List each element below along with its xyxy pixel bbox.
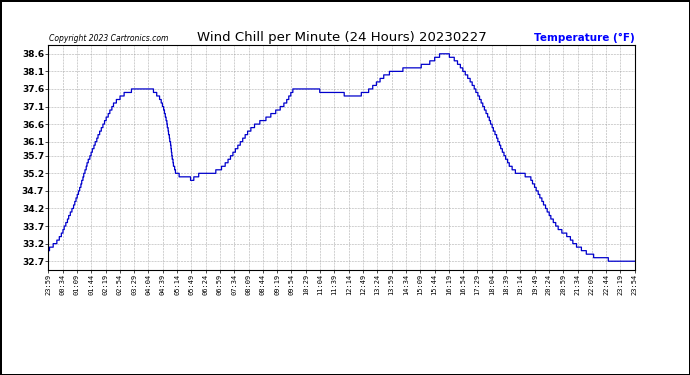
Title: Wind Chill per Minute (24 Hours) 20230227: Wind Chill per Minute (24 Hours) 2023022… (197, 31, 486, 44)
Text: Copyright 2023 Cartronics.com: Copyright 2023 Cartronics.com (49, 34, 168, 43)
Text: Temperature (°F): Temperature (°F) (534, 33, 635, 43)
